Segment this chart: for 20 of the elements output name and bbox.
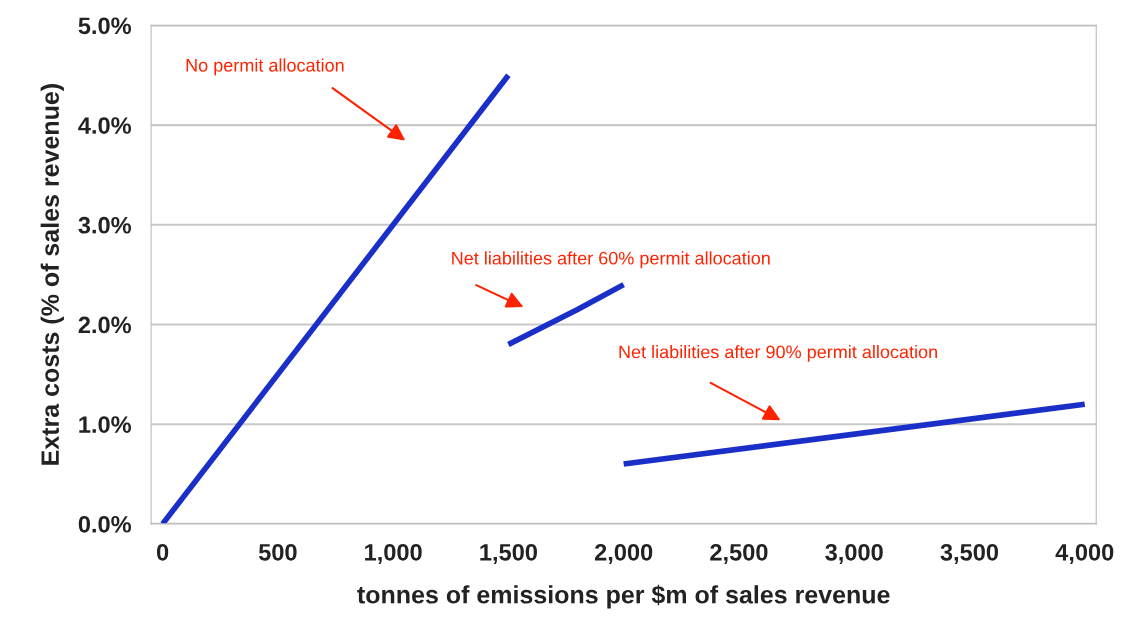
x-tick-label: 0 bbox=[156, 543, 169, 561]
y-tick-label: 4.0% bbox=[78, 117, 132, 134]
y-tick-label: 1.0% bbox=[79, 416, 132, 433]
x-tick-label: 3,000 bbox=[825, 543, 883, 565]
y-axis-title: Extra costs (% of sales revenue) bbox=[40, 84, 64, 465]
x-tick-label: 500 bbox=[258, 543, 297, 561]
y-tick-label: 0.0% bbox=[78, 515, 132, 533]
x-tick-label: 3,500 bbox=[940, 543, 999, 565]
y-tick-label: 3.0% bbox=[78, 216, 132, 234]
x-axis-title: tonnes of emissions per $m of sales revenue bbox=[357, 584, 890, 609]
annotation: Net liabilities after 60% permit allocation bbox=[452, 251, 770, 269]
annotation: Net liabilities after 90% permit allocation bbox=[619, 345, 937, 362]
annotation: No permit allocation bbox=[186, 58, 344, 76]
x-tick-label: 1,500 bbox=[480, 543, 537, 565]
y-tick-label: 2.0% bbox=[78, 316, 132, 334]
x-tick-label: 2,500 bbox=[710, 543, 768, 565]
x-tick-label: 2,000 bbox=[594, 543, 653, 565]
y-tick-label: 5.0% bbox=[78, 17, 132, 35]
x-tick-label: 4,000 bbox=[1055, 543, 1114, 565]
x-tick-label: 1,000 bbox=[365, 543, 422, 565]
